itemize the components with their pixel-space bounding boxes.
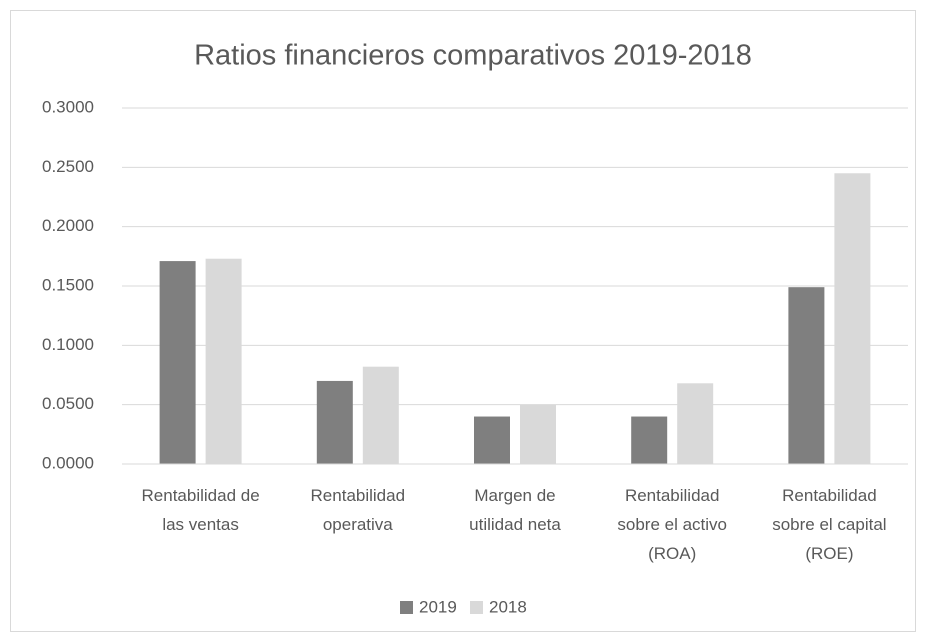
y-tick-label: 0.1500 xyxy=(42,275,94,294)
x-tick-label: Rentabilidad de las ventas xyxy=(142,486,260,534)
legend-swatch xyxy=(470,601,483,614)
legend-label: 2018 xyxy=(489,597,527,616)
y-tick-label: 0.0500 xyxy=(42,394,94,413)
y-tick-label: 0.2000 xyxy=(42,216,94,235)
chart-title: Ratios financieros comparativos 2019-201… xyxy=(194,40,752,72)
bar xyxy=(834,173,871,464)
chart-border xyxy=(10,10,916,632)
x-tick-label: Rentabilidad sobre el activo (ROA) xyxy=(617,486,727,563)
legend-swatch xyxy=(400,601,413,614)
bar xyxy=(631,416,668,464)
x-tick-label: Rentabilidad operativa xyxy=(311,486,406,534)
bar xyxy=(474,416,510,464)
bar xyxy=(205,258,242,464)
bar xyxy=(677,383,714,464)
x-tick-label: Margen de utilidad neta xyxy=(469,486,561,534)
legend-label: 2019 xyxy=(419,597,457,616)
bar xyxy=(362,366,399,464)
bar xyxy=(520,404,556,464)
bar xyxy=(316,380,353,464)
bar xyxy=(788,287,825,464)
y-tick-label: 0.0000 xyxy=(42,453,94,472)
bar xyxy=(159,261,196,464)
y-tick-label: 0.2500 xyxy=(42,157,94,176)
y-tick-label: 0.1000 xyxy=(42,335,94,354)
y-tick-label: 0.3000 xyxy=(42,97,94,116)
x-tick-label: Rentabilidad sobre el capital (ROE) xyxy=(772,486,886,563)
